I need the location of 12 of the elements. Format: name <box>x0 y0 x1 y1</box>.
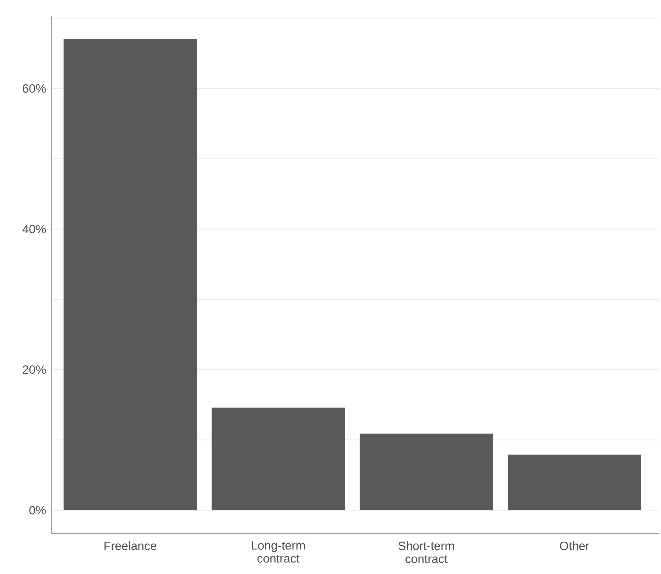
bar <box>64 40 198 510</box>
x-tick-label: Freelance <box>104 542 157 550</box>
x-tick-label: Other <box>560 542 590 550</box>
bar <box>212 408 346 510</box>
y-tick-label: 20% <box>23 366 46 374</box>
y-tick-label: 60% <box>23 84 46 93</box>
x-tick-label: Long-term contract <box>252 542 306 563</box>
x-tick-label: Short-term contract <box>398 542 454 564</box>
y-tick-label: 40% <box>22 225 46 234</box>
y-tick-label: 0% <box>30 506 46 515</box>
bar <box>360 434 494 510</box>
bar <box>508 454 642 510</box>
